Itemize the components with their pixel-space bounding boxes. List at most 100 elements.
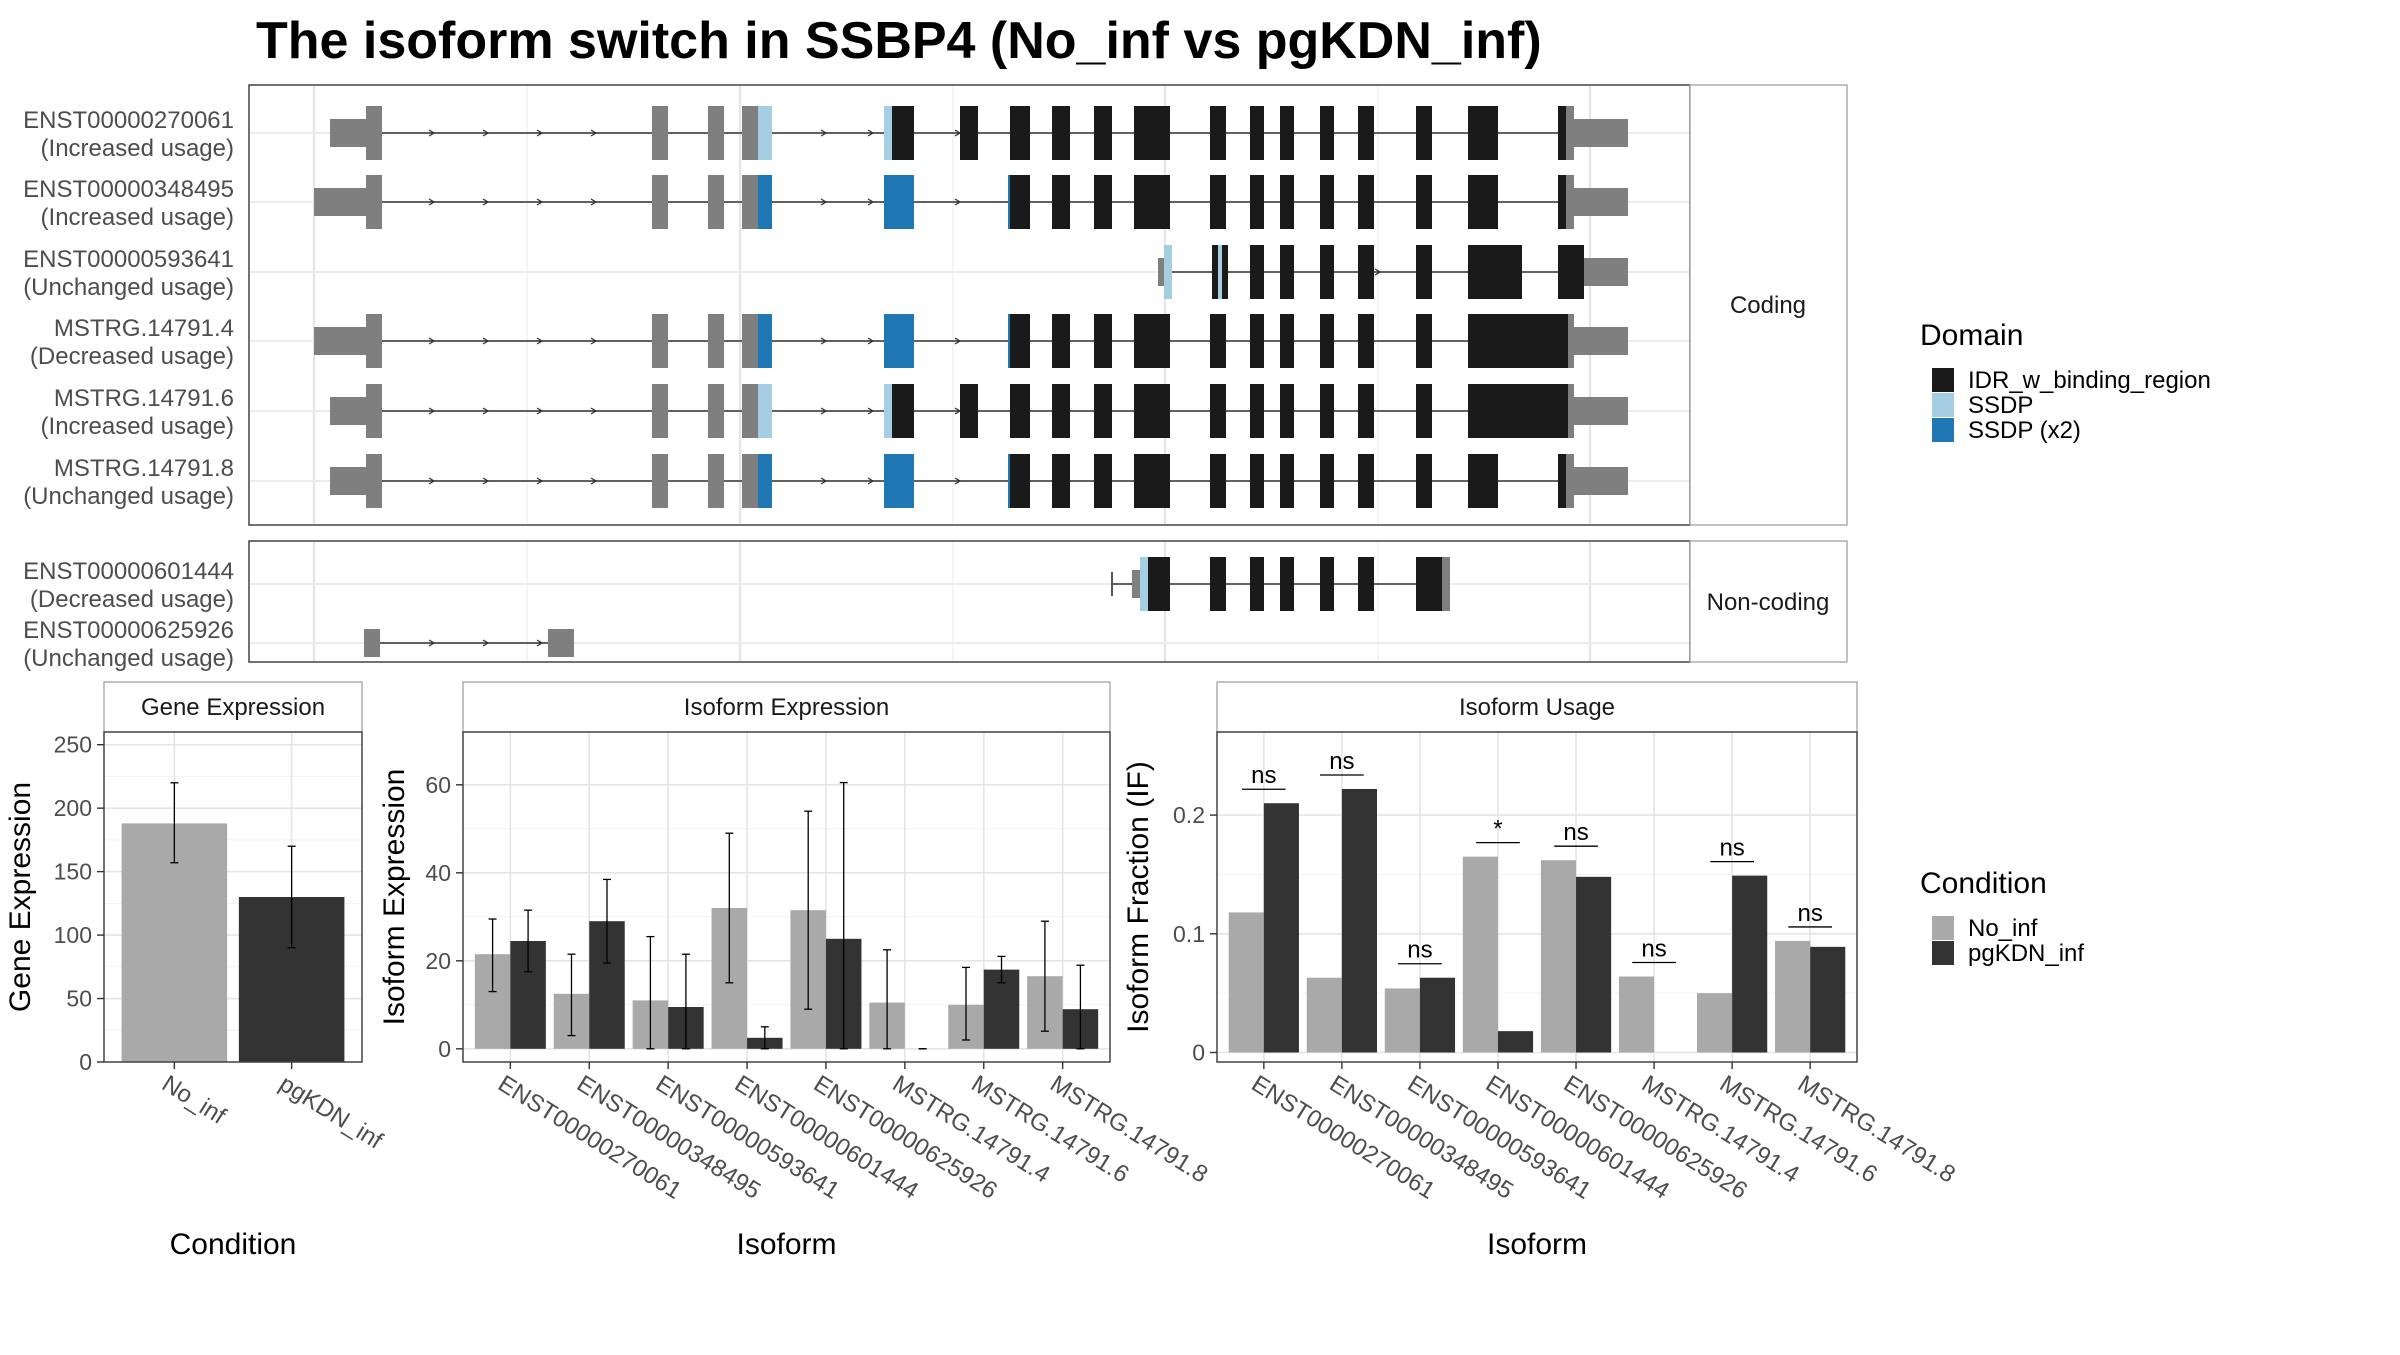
cds-exon-grey [742,314,758,368]
cds-exon-grey [366,384,382,438]
idr-domain [1134,314,1170,368]
idr-domain [1210,175,1226,229]
bar [1810,946,1846,1053]
ssdp-domain [1140,557,1148,611]
idr-domain [1210,454,1226,508]
idr-domain [1280,454,1294,508]
idr-domain [1052,106,1070,160]
cds-exon-grey [742,384,758,438]
idr-domain [1320,384,1334,438]
intron-arrow [482,639,490,647]
idr-domain [1358,245,1374,299]
significance-label: ns [1641,936,1666,963]
idr-domain [1134,106,1170,160]
bar [1697,993,1733,1053]
idr-domain [1558,106,1566,160]
idr-domain [1358,175,1374,229]
bar [1419,977,1456,1053]
idr-domain [1468,106,1498,160]
idr-domain [960,384,978,438]
panel-strip-title: Gene Expression [141,694,325,721]
ssdp-domain [884,175,914,229]
cds-exon-grey [742,454,758,508]
idr-domain [1468,384,1568,438]
isoform-row-status: (Unchanged usage) [23,645,234,672]
intron-arrow [954,477,962,485]
intron-arrow [867,477,875,485]
idr-domain [1222,245,1228,299]
x-axis-title: Condition [170,1228,297,1261]
utr-exon [1158,258,1164,286]
intron-arrow [820,407,828,415]
x-axis-title: Isoform [736,1228,836,1261]
idr-domain [1358,106,1374,160]
intron-arrow [820,198,828,206]
significance-label: * [1493,816,1502,843]
idr-domain [1416,245,1432,299]
idr-domain [1094,106,1112,160]
condition-legend-label: No_inf [1968,915,2038,942]
intron-arrow [482,129,490,137]
cds-exon-grey [742,175,758,229]
y-tick-label: 100 [54,922,92,948]
ssdp-domain [884,106,892,160]
cds-exon-grey [742,106,758,160]
intron-arrow [428,337,436,345]
idr-domain [1320,245,1334,299]
intron-arrow [536,639,544,647]
utr-exon [330,467,366,495]
idr-domain [1280,245,1294,299]
intron-arrow [536,129,544,137]
bar [1497,1031,1534,1053]
cds-exon-grey [708,314,724,368]
y-tick-label: 40 [425,860,451,886]
panel-strip [1216,681,1858,733]
isoform-row-status: (Increased usage) [41,413,234,440]
isoform-row-status: (Decreased usage) [30,586,234,613]
y-tick-label: 250 [54,732,92,758]
idr-domain [1134,175,1170,229]
intron-arrow [820,477,828,485]
isoform-row-id: ENST00000593641 [23,246,234,273]
idr-domain [1210,384,1226,438]
cds-exon-grey [1442,557,1450,611]
utr-exon [314,327,366,355]
isoform-structure-plot: Coding Non-coding ENST00000270061(Increa… [23,84,1848,672]
idr-domain [892,384,914,438]
cds-exon-grey [366,314,382,368]
cds-exon-grey [708,106,724,160]
bar [1384,988,1420,1053]
cds-exon-grey [366,175,382,229]
domain-legend-key [1932,418,1954,442]
isoform-row-status: (Decreased usage) [30,343,234,370]
x-tick-label: No_inf [157,1070,230,1130]
cds-exon-grey [1566,175,1574,229]
domain-legend-key [1932,393,1954,417]
idr-domain [1280,175,1294,229]
cds-exon-grey [1568,314,1574,368]
figure-title: The isoform switch in SSBP4 (No_inf vs p… [256,12,1542,70]
y-tick-label: 200 [54,795,92,821]
idr-domain [1250,454,1264,508]
ssdp-domain [884,314,914,368]
ssdp-domain [884,454,914,508]
idr-domain [1210,106,1226,160]
condition-legend-key [1932,941,1954,965]
cds-exon-grey [1568,384,1574,438]
intron-arrow [590,477,598,485]
utr-exon [1574,397,1628,425]
cds-exon-grey [708,454,724,508]
idr-domain [1052,175,1070,229]
idr-domain [1416,557,1442,611]
noncoding-strip-label: Non-coding [1707,589,1830,616]
y-tick-label: 150 [54,859,92,885]
significance-label: ns [1251,762,1276,789]
idr-domain [1134,384,1170,438]
idr-domain [1416,384,1432,438]
bar [1462,856,1498,1053]
intron-arrow [536,477,544,485]
panel-frame [462,731,1111,1063]
isoform-tracks [314,106,1628,657]
idr-domain [1320,106,1334,160]
